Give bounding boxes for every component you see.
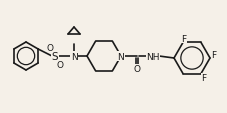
Text: F: F bbox=[181, 35, 186, 44]
Text: F: F bbox=[200, 73, 206, 82]
Text: O: O bbox=[56, 61, 63, 70]
Text: N: N bbox=[117, 52, 124, 61]
Text: NH: NH bbox=[146, 52, 159, 61]
Text: N: N bbox=[70, 52, 77, 61]
Text: O: O bbox=[46, 43, 53, 52]
Text: O: O bbox=[133, 65, 140, 74]
Text: F: F bbox=[210, 50, 216, 59]
Text: S: S bbox=[52, 52, 58, 61]
